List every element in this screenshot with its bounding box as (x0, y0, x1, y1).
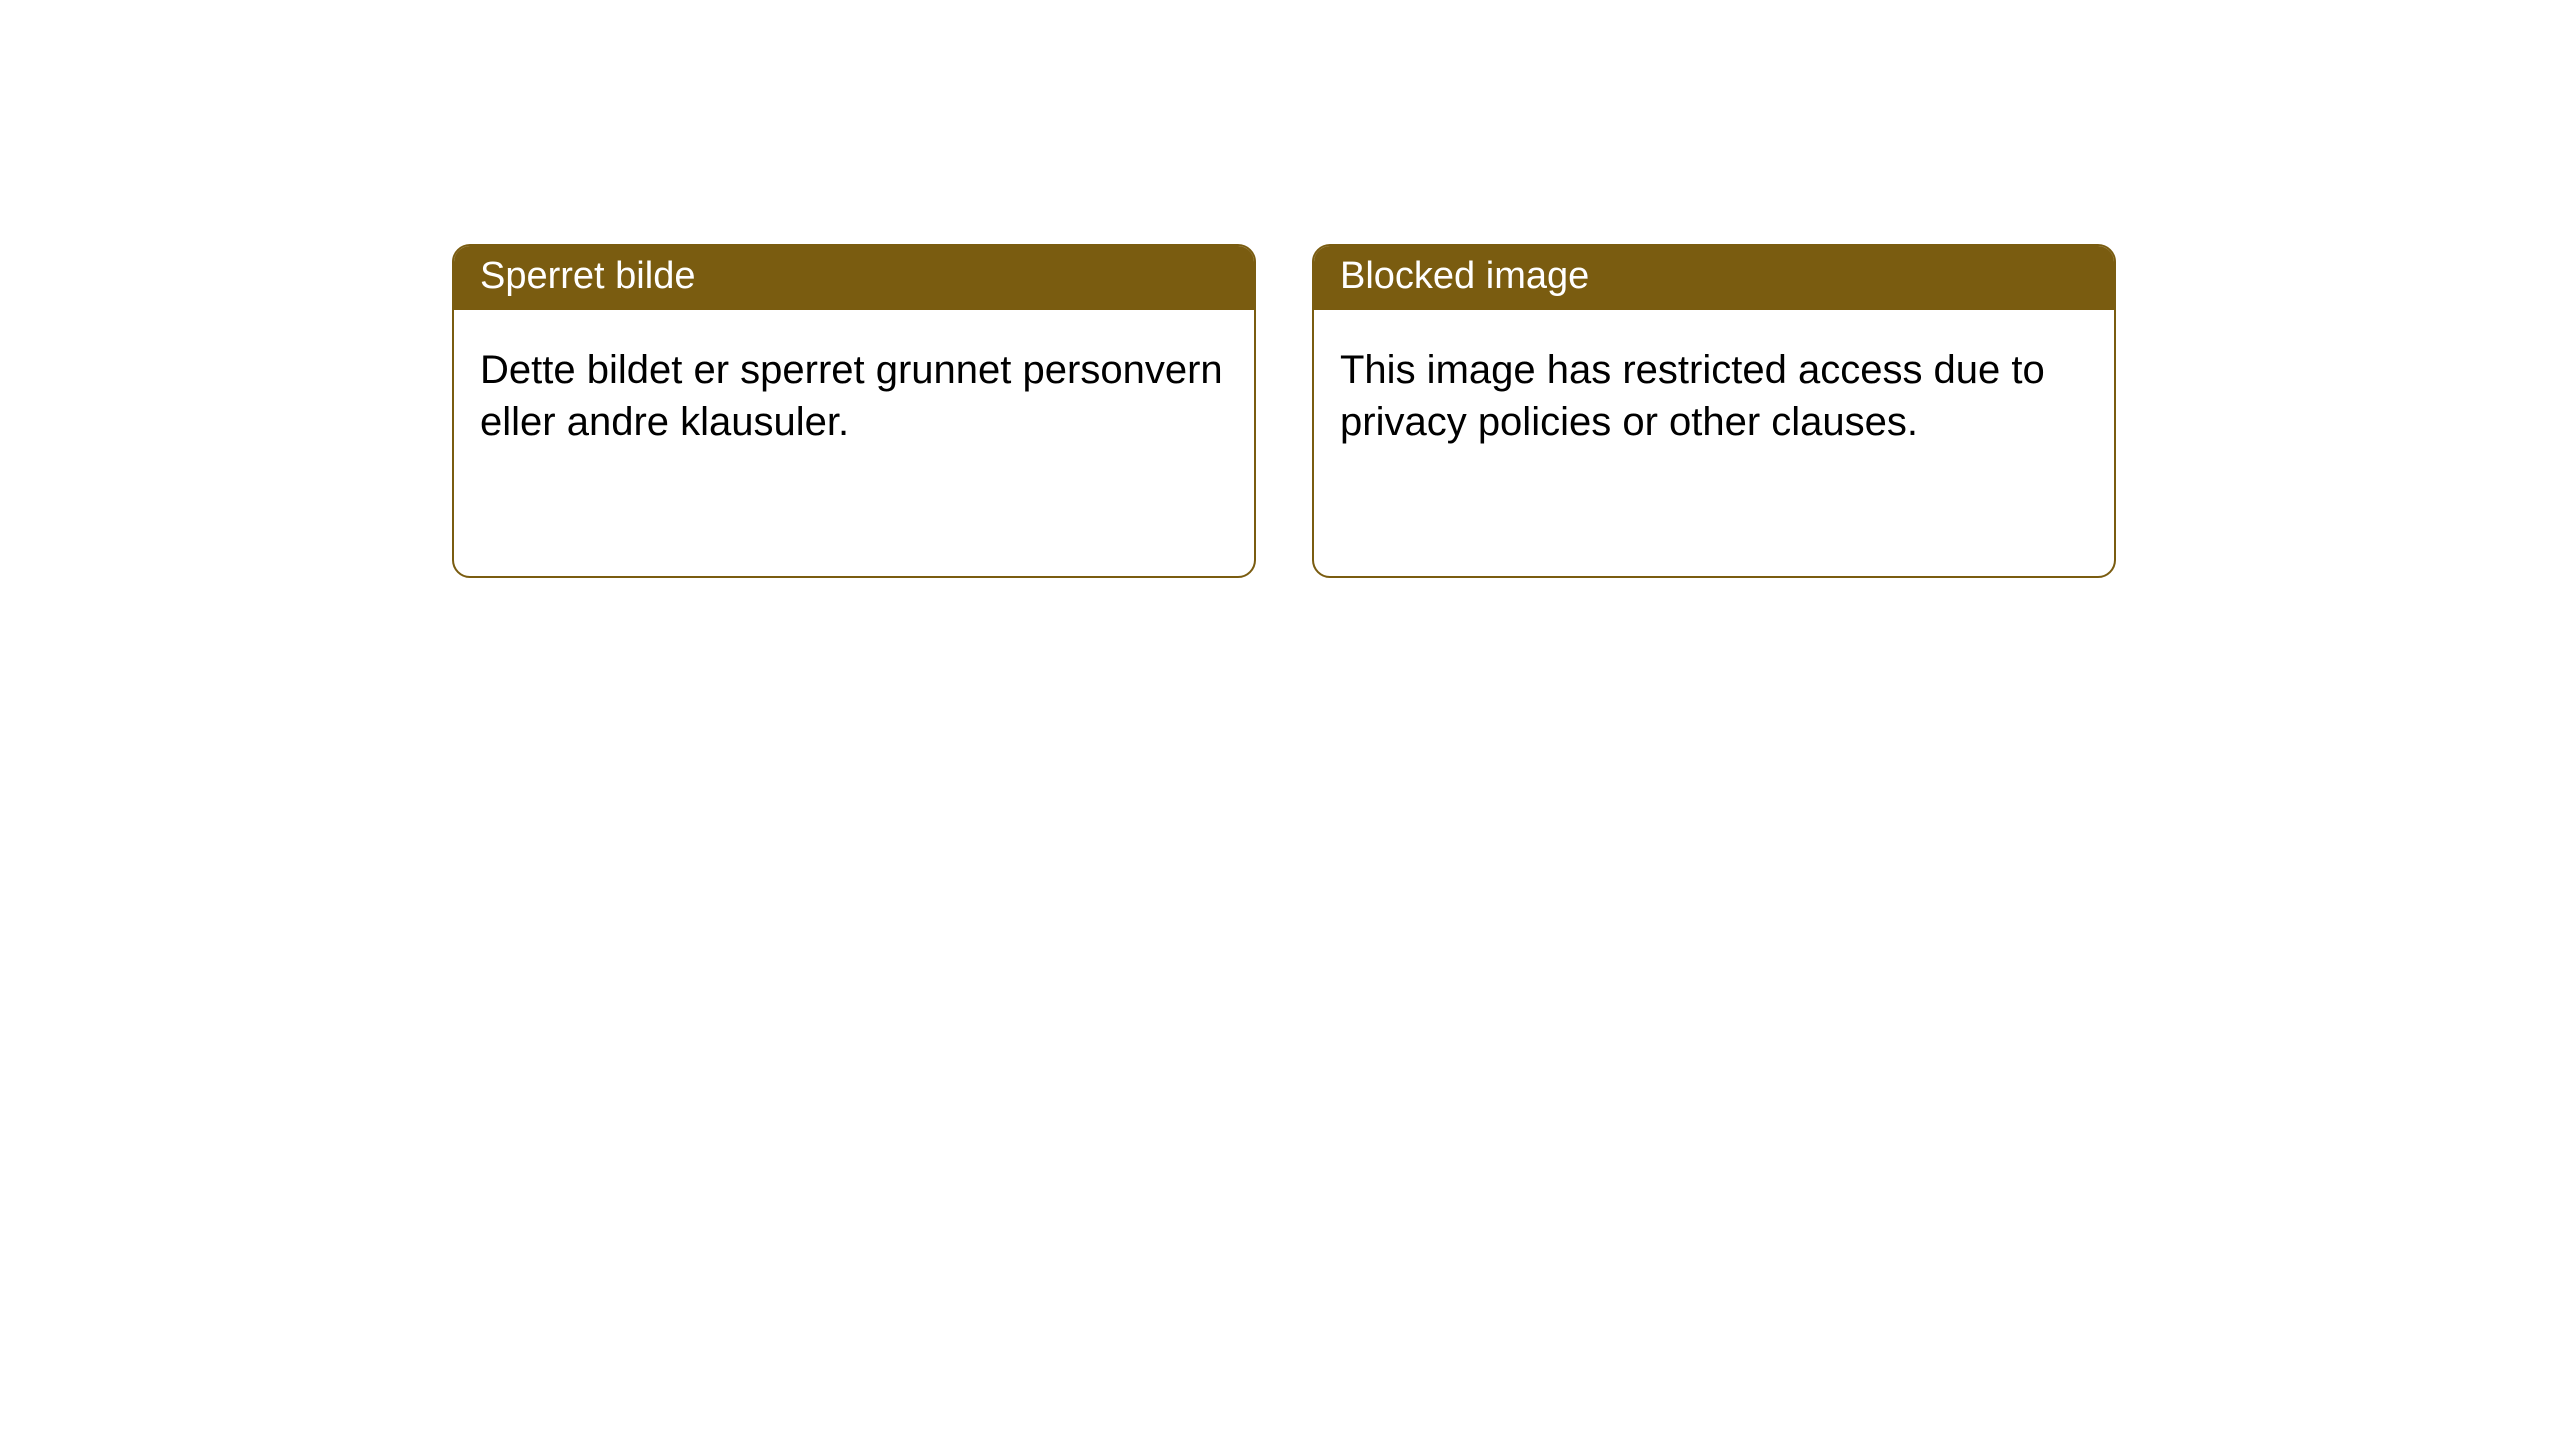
notice-card-english: Blocked image This image has restricted … (1312, 244, 2116, 578)
notice-card-body: This image has restricted access due to … (1314, 310, 2114, 474)
notice-card-text: This image has restricted access due to … (1340, 348, 2045, 444)
notice-card-container: Sperret bilde Dette bildet er sperret gr… (0, 0, 2560, 578)
notice-card-norwegian: Sperret bilde Dette bildet er sperret gr… (452, 244, 1256, 578)
notice-card-title: Blocked image (1340, 255, 1589, 297)
notice-card-title: Sperret bilde (480, 255, 695, 297)
notice-card-text: Dette bildet er sperret grunnet personve… (480, 348, 1223, 444)
notice-card-header: Blocked image (1314, 246, 2114, 310)
notice-card-header: Sperret bilde (454, 246, 1254, 310)
notice-card-body: Dette bildet er sperret grunnet personve… (454, 310, 1254, 474)
